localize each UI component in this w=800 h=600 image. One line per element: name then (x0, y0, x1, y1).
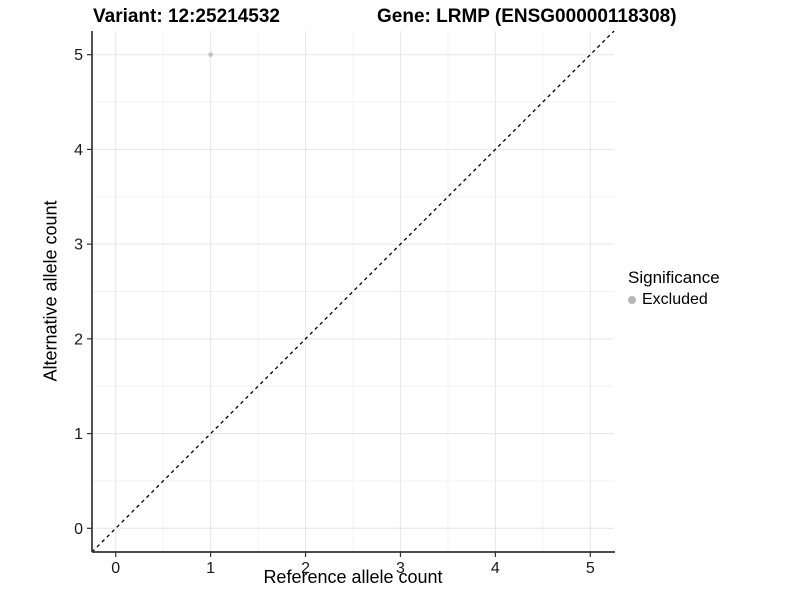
y-tick-label: 0 (74, 521, 83, 538)
x-tick-label: 0 (111, 560, 120, 577)
legend-item-excluded: Excluded (628, 291, 720, 309)
plot-title-gene: Gene: LRMP (ENSG00000118308) (377, 6, 677, 27)
x-tick-label: 5 (586, 560, 595, 577)
y-tick-label: 4 (74, 142, 83, 159)
x-tick-label: 3 (396, 560, 405, 577)
legend-title: Significance (628, 268, 720, 287)
y-tick-label: 2 (74, 331, 83, 348)
legend-item-label: Excluded (642, 291, 708, 308)
x-tick-label: 1 (206, 560, 215, 577)
y-tick-label: 1 (74, 426, 83, 443)
x-axis-title: Reference allele count (263, 567, 443, 587)
plot-title: Variant: 12:25214532 Gene: LRMP (ENSG000… (0, 6, 800, 30)
x-tick-label: 2 (301, 560, 310, 577)
x-tick-label: 4 (491, 560, 500, 577)
data-point (208, 52, 213, 57)
legend-marker-circle-icon (628, 296, 636, 304)
legend: Significance Excluded (628, 268, 720, 309)
y-tick-label: 5 (74, 47, 83, 64)
y-tick-label: 3 (74, 237, 83, 254)
y-axis-title: Alternative allele count (40, 200, 61, 382)
plot-title-variant: Variant: 12:25214532 (93, 6, 280, 27)
